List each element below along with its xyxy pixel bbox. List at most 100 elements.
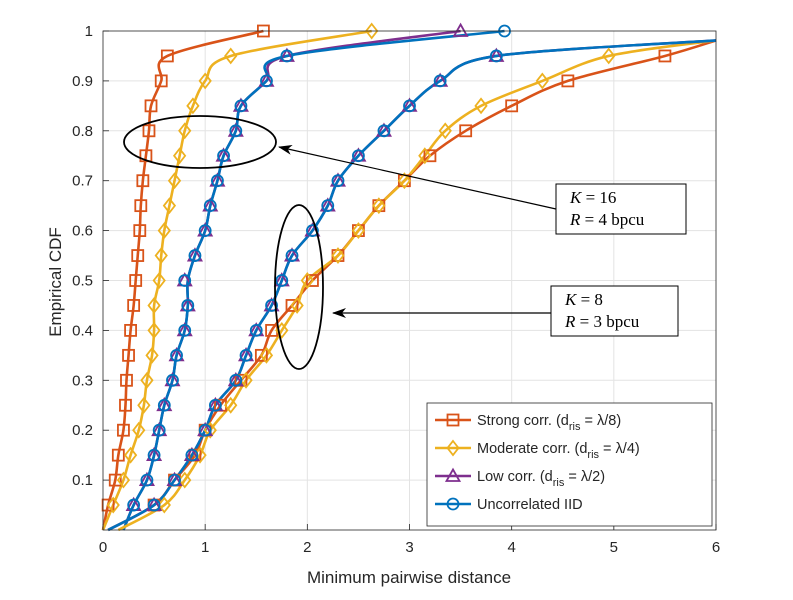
data-point-square [658, 49, 672, 63]
legend-label-suffix: = λ/8) [580, 413, 621, 429]
data-point-circle [166, 373, 179, 387]
legend-label: Uncorrelated IID [477, 497, 583, 513]
data-point-diamond [152, 272, 166, 289]
markers [101, 22, 672, 514]
x-tick-label: 5 [610, 539, 618, 556]
x-axis-label: Minimum pairwise distance [307, 568, 511, 587]
data-point-circle [249, 323, 263, 337]
data-point-circle [229, 124, 243, 138]
data-point-diamond [351, 222, 366, 240]
legend-marker-square [446, 413, 460, 427]
legend-label-sub: ris [553, 477, 565, 489]
data-point-square [111, 448, 125, 462]
data-point-circle [203, 199, 217, 213]
data-point-circle [265, 299, 278, 312]
x-tick-label: 1 [201, 539, 209, 556]
legend-label-prefix: Low corr. (d [477, 469, 553, 485]
data-point-diamond [132, 421, 146, 439]
data-point-diamond [418, 147, 432, 165]
data-point-diamond [162, 197, 177, 215]
legend-label-suffix: = λ/2) [564, 469, 605, 485]
data-point-diamond [140, 371, 154, 389]
data-point-diamond [535, 72, 549, 90]
data-point-diamond [239, 371, 253, 389]
annotation-eq: = 3 bpcu [575, 312, 639, 331]
series-line-K16-diamond [101, 29, 372, 531]
data-point-square [117, 423, 130, 437]
y-tick-label: 1 [85, 23, 93, 40]
data-point-square [108, 473, 122, 487]
ticks: 0 1 2 3 4 5 6 0.1 0.2 0.3 0.4 0.5 0.6 0.7 0.8 0.9 1 [72, 23, 720, 556]
data-point-circle [275, 274, 289, 287]
data-point-square [131, 249, 145, 262]
data-point-square [120, 373, 133, 387]
y-tick-label: 0.7 [72, 173, 93, 190]
data-point-diamond [157, 222, 171, 240]
data-point-diamond [331, 247, 345, 265]
annotation-var: R [564, 312, 576, 331]
series-line-K16-circle [122, 29, 505, 531]
data-point-circle [217, 149, 230, 163]
data-point-diamond [137, 396, 151, 414]
data-point-circle [433, 74, 447, 88]
data-point-diamond [154, 247, 168, 265]
annotation-var: K [569, 188, 583, 207]
data-point-diamond [602, 47, 616, 65]
y-tick-label: 0.6 [72, 223, 93, 240]
y-tick-label: 0.8 [72, 123, 93, 140]
x-tick-label: 6 [712, 539, 720, 556]
data-point-diamond [172, 147, 187, 165]
data-point-circle [352, 149, 365, 163]
data-point-circle [321, 199, 335, 213]
data-point-circle [306, 224, 319, 238]
annotation-eq: = 16 [581, 188, 616, 207]
annotation-text-k8-line2: R = 3 bpcu [564, 312, 640, 331]
data-point-diamond [106, 496, 120, 514]
annotation-box-k16 [555, 183, 687, 235]
legend-label-prefix: Strong corr. (d [477, 413, 569, 429]
data-point-triangle [452, 22, 469, 37]
data-point-circle [280, 49, 294, 63]
data-point-diamond [397, 172, 412, 190]
data-point-circle [140, 473, 154, 487]
series-line-K8-square [107, 39, 717, 532]
data-point-diamond [178, 471, 192, 489]
data-point-diamond [474, 97, 488, 115]
annotation-var: R [569, 210, 581, 229]
data-point-square [154, 74, 168, 88]
annotation-ellipse-k16 [123, 115, 277, 169]
data-point-diamond [438, 122, 452, 140]
data-point-square [254, 348, 268, 362]
data-point-circle [147, 498, 161, 512]
data-point-circle [127, 498, 141, 512]
data-point-circle [198, 423, 212, 437]
data-point-circle [178, 323, 192, 337]
y-tick-label: 0.9 [72, 73, 93, 90]
data-point-circle [185, 448, 199, 462]
data-point-circle [234, 99, 248, 113]
data-point-circle [170, 348, 183, 362]
annotation-eq: = 4 bpcu [580, 210, 644, 229]
data-point-diamond [224, 47, 238, 65]
data-point-circle [178, 274, 192, 287]
data-point-diamond [123, 446, 138, 464]
legend-label: Strong corr. (dris = λ/8) [477, 413, 621, 433]
data-point-circle [377, 124, 391, 138]
data-point-diamond [145, 346, 159, 364]
y-tick-label: 0.3 [72, 372, 93, 389]
data-point-circle [489, 49, 503, 63]
data-point-diamond [290, 296, 304, 314]
data-point-diamond [224, 396, 238, 414]
annotation-var: K [564, 290, 578, 309]
legend-box [426, 402, 713, 527]
data-point-diamond [167, 172, 182, 190]
data-point-square [423, 149, 437, 163]
data-point-circle [168, 473, 181, 487]
y-tick-label: 0.2 [72, 422, 93, 439]
data-point-square [124, 323, 137, 337]
x-tick-label: 4 [507, 539, 515, 556]
data-point-diamond [186, 97, 200, 115]
